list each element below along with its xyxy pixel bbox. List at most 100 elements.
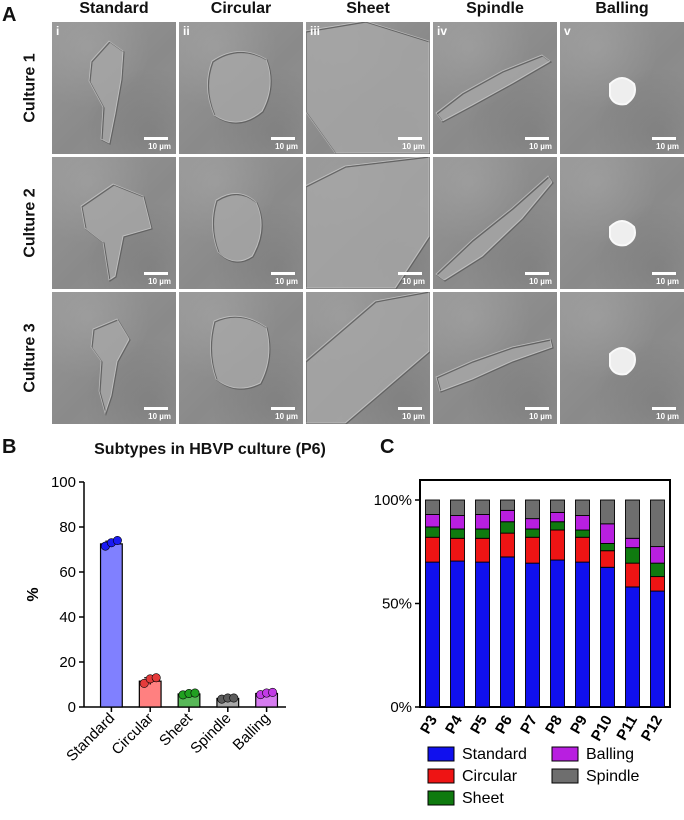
- segment-sheet-p11: [625, 547, 640, 564]
- segment-balling-p8: [550, 511, 565, 523]
- y-tick-label: 80: [59, 519, 76, 536]
- cell-outline: [306, 292, 430, 424]
- scale-bar: [144, 137, 168, 140]
- legend-label-circular: Circular: [462, 768, 518, 785]
- x-tick-label: P6: [492, 713, 516, 737]
- legend-label-balling: Balling: [586, 746, 634, 763]
- micrograph-circular-culture-1: ii 10 µm: [179, 22, 303, 154]
- micrograph-spindle-culture-1: iv 10 µm: [433, 22, 557, 154]
- cell-body: [212, 193, 263, 263]
- segment-balling-p5: [475, 514, 490, 530]
- segment-spindle-p4: [450, 499, 465, 516]
- column-header-standard: Standard: [79, 0, 149, 17]
- y-tick-label: 50%: [382, 596, 412, 613]
- legend-swatch-circular: [427, 768, 455, 784]
- x-tick-label: Circular: [108, 710, 157, 759]
- segment-circular-p4: [450, 537, 465, 562]
- cell-body: [306, 157, 430, 289]
- x-tick-label: P9: [567, 713, 591, 737]
- y-tick-label: 0: [68, 699, 76, 716]
- segment-balling-p12: [650, 546, 665, 564]
- cell-highlight: [306, 22, 430, 154]
- micrograph-standard-culture-1: i 10 µm: [52, 22, 176, 154]
- panel-numeral: iv: [437, 24, 448, 38]
- x-tick-label: P3: [417, 713, 441, 737]
- segment-standard-p5: [475, 561, 490, 708]
- scale-bar-label: 10 µm: [148, 412, 171, 421]
- scale-bar: [652, 272, 676, 275]
- segment-standard-p3: [425, 561, 440, 708]
- scale-bar-label: 10 µm: [656, 277, 679, 286]
- x-tick-label: Spindle: [187, 710, 234, 757]
- data-point: [112, 536, 122, 546]
- scale-bar: [144, 407, 168, 410]
- panel-c-label: C: [380, 436, 395, 458]
- scale-bar: [652, 137, 676, 140]
- micrograph-sheet-culture-1: iii 10 µm: [306, 22, 430, 154]
- segment-balling-p11: [625, 537, 640, 549]
- segment-sheet-p5: [475, 528, 490, 539]
- micrograph-spindle-culture-3: 10 µm: [433, 292, 557, 424]
- segment-circular-p9: [575, 536, 590, 563]
- segment-standard-p9: [575, 561, 590, 708]
- segment-circular-p5: [475, 537, 490, 563]
- segment-balling-p7: [525, 518, 540, 530]
- segment-spindle-p12: [650, 499, 665, 548]
- scale-bar: [525, 407, 549, 410]
- scale-bar: [271, 407, 295, 410]
- cell-outline: [609, 347, 636, 376]
- segment-balling-p4: [450, 515, 465, 530]
- scale-bar-label: 10 µm: [656, 142, 679, 151]
- micrograph-standard-culture-3: 10 µm: [52, 292, 176, 424]
- panel-a-label: A: [2, 4, 17, 26]
- segment-circular-p12: [650, 576, 665, 592]
- scale-bar: [271, 137, 295, 140]
- x-tick-label: P7: [517, 713, 541, 737]
- segment-spindle-p9: [575, 499, 590, 516]
- segment-balling-p9: [575, 515, 590, 531]
- segment-sheet-p7: [525, 528, 540, 538]
- scale-bar-label: 10 µm: [402, 412, 425, 421]
- micrograph-balling-culture-1: v 10 µm: [560, 22, 684, 154]
- x-tick-label: Standard: [63, 710, 118, 765]
- cell-highlight: [306, 292, 430, 424]
- segment-circular-p7: [525, 536, 540, 564]
- scale-bar: [398, 137, 422, 140]
- segment-sheet-p4: [450, 528, 465, 539]
- cell-outline: [435, 54, 553, 123]
- scale-bar-label: 10 µm: [275, 277, 298, 286]
- column-header-sheet: Sheet: [346, 0, 390, 17]
- segment-circular-p8: [550, 529, 565, 561]
- micrograph-circular-culture-2: 10 µm: [179, 157, 303, 289]
- x-tick-label: P11: [613, 713, 641, 744]
- segment-circular-p11: [625, 562, 640, 588]
- scale-bar-label: 10 µm: [275, 142, 298, 151]
- segment-sheet-p8: [550, 521, 565, 531]
- micrograph-sheet-culture-3: 10 µm: [306, 292, 430, 424]
- y-tick-label: 100: [51, 474, 76, 491]
- x-tick-label: P10: [588, 713, 616, 745]
- cell-outline: [207, 51, 272, 124]
- segment-standard-p7: [525, 562, 540, 708]
- cell-outline: [306, 157, 430, 289]
- scale-bar: [525, 137, 549, 140]
- panel-numeral: iii: [310, 24, 321, 38]
- cell-outline: [90, 318, 131, 417]
- segment-balling-p10: [600, 523, 615, 544]
- segment-balling-p6: [500, 509, 515, 523]
- scale-bar: [398, 407, 422, 410]
- segment-standard-p11: [625, 586, 640, 708]
- cell-body: [436, 339, 554, 393]
- cell-highlight: [212, 193, 262, 262]
- x-tick-label: P12: [638, 713, 666, 745]
- segment-sheet-p9: [575, 529, 590, 538]
- cell-outline: [609, 77, 636, 106]
- x-tick-label: P4: [442, 712, 466, 737]
- cell-outline: [306, 22, 430, 154]
- segment-standard-p6: [500, 556, 515, 708]
- data-point: [268, 687, 278, 697]
- scale-bar: [525, 272, 549, 275]
- row-header-culture-2: Culture 2: [22, 188, 39, 258]
- segment-sheet-p12: [650, 562, 665, 578]
- data-point: [139, 678, 149, 688]
